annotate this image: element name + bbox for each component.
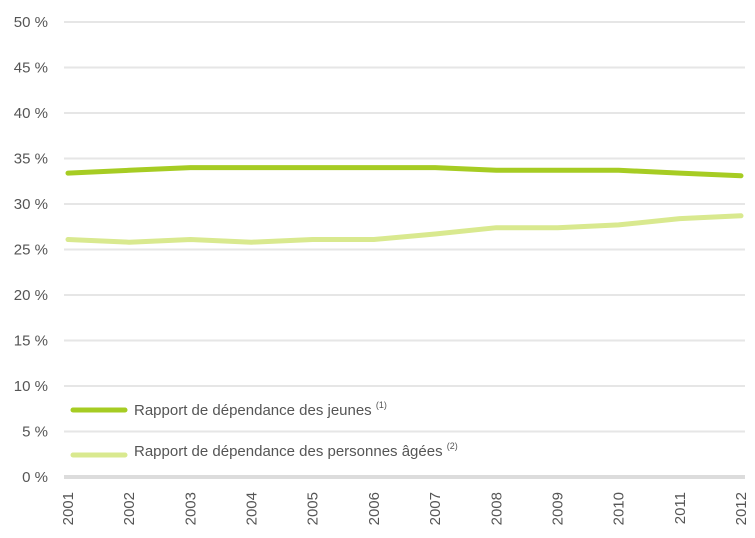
legend-label-series-1: Rapport de dépendance des jeunes (1) [134, 400, 387, 419]
x-tick-label: 2007 [427, 492, 444, 525]
x-tick-label: 2012 [733, 492, 750, 525]
x-tick-label: 2010 [611, 492, 628, 525]
y-tick-label: 40 % [14, 105, 48, 122]
y-axis-ticks: 0 % 5 % 10 % 15 % 20 % 25 % 30 % 35 % 40 % 45 % 50… [14, 14, 48, 486]
x-tick-label: 2009 [549, 492, 566, 525]
x-tick-label: 2002 [121, 492, 138, 525]
series-line-1 [65, 165, 744, 179]
y-tick-label: 5 % [22, 424, 48, 441]
y-tick-label: 30 % [14, 196, 48, 213]
x-tick-label: 2004 [244, 492, 261, 525]
y-tick-label: 20 % [14, 287, 48, 304]
legend-label-series-2: Rapport de dépendance des personnes âgée… [134, 441, 458, 460]
y-tick-label: 15 % [14, 333, 48, 350]
x-tick-label: 2006 [366, 492, 383, 525]
y-tick-label: 45 % [14, 60, 48, 77]
legend: Rapport de dépendance des jeunes (1) Rap… [70, 400, 458, 460]
grid-lines [64, 21, 745, 479]
x-tick-label: 2001 [60, 492, 77, 525]
y-tick-label: 0 % [22, 469, 48, 486]
y-tick-label: 25 % [14, 242, 48, 259]
y-tick-label: 35 % [14, 151, 48, 168]
x-tick-label: 2003 [182, 492, 199, 525]
series-line-2 [65, 213, 744, 245]
x-axis-ticks: 2001 2002 2003 2004 2005 2006 2007 2008 2009 2010… [60, 492, 750, 525]
y-tick-label: 50 % [14, 14, 48, 31]
x-tick-label: 2008 [488, 492, 505, 525]
series-lines [65, 165, 744, 245]
x-tick-label: 2005 [305, 492, 322, 525]
x-tick-label: 2011 [672, 492, 689, 524]
y-tick-label: 10 % [14, 378, 48, 395]
